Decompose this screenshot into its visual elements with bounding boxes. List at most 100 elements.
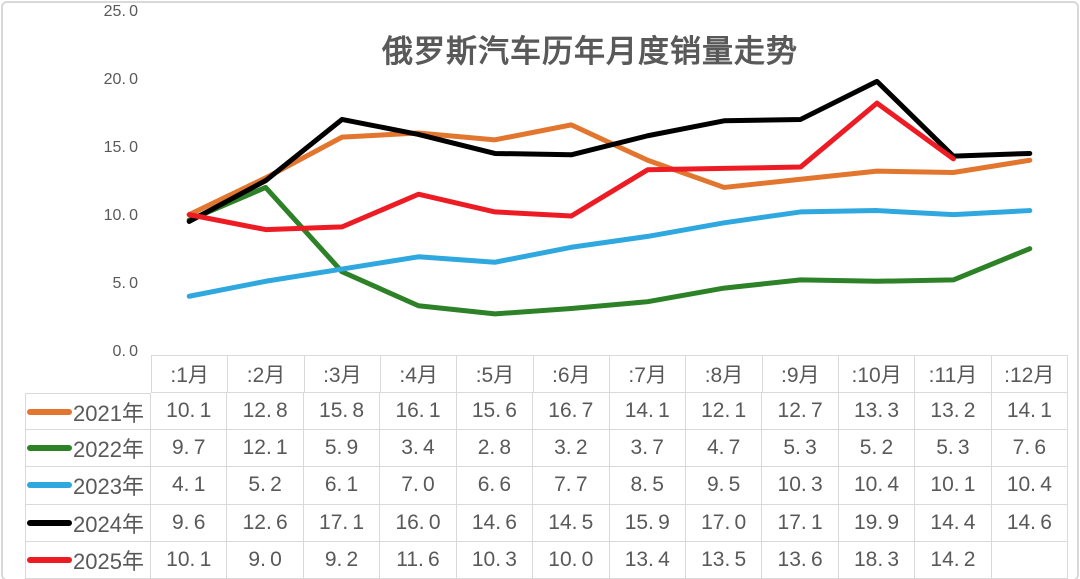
value-cell: 14. 1: [991, 393, 1069, 431]
legend-line-swatch: [27, 408, 73, 415]
value-cell: 12. 8: [227, 393, 304, 431]
value-cell: 2. 8: [456, 430, 534, 468]
series-line-2025年: [186, 100, 956, 233]
value-cell: 9. 6: [151, 504, 228, 542]
legend-cell: 2024年: [25, 504, 151, 542]
month-header-cell: :3月: [304, 355, 381, 393]
value-cell: 9. 5: [685, 467, 763, 505]
series-name-label: 2024年: [73, 511, 144, 537]
value-cell: 13. 4: [609, 541, 686, 579]
month-header-cell: :2月: [228, 355, 305, 393]
legend-cell: 2021年: [25, 393, 151, 431]
value-cell: [991, 541, 1069, 579]
value-cell: 10. 1: [915, 467, 992, 505]
legend-cell: 2025年: [25, 541, 151, 579]
month-header-cell: :7月: [609, 355, 687, 393]
value-cell: 18. 3: [838, 541, 916, 579]
value-cell: 13. 3: [838, 393, 916, 431]
y-axis-tick-label: 5. 0: [112, 275, 138, 292]
value-cell: 14. 2: [915, 541, 992, 579]
value-cell: 17. 1: [762, 504, 839, 542]
value-cell: 3. 4: [380, 430, 457, 468]
value-cell: 14. 6: [991, 504, 1069, 542]
value-cell: 13. 6: [762, 541, 839, 579]
value-cell: 12. 1: [685, 393, 763, 431]
value-cell: 5. 2: [838, 430, 916, 468]
value-cell: 7. 6: [991, 430, 1069, 468]
value-cell: 8. 5: [609, 467, 686, 505]
series-line-2024年: [186, 78, 1033, 224]
y-axis-tick-label: 10. 0: [103, 207, 138, 224]
value-cell: 14. 4: [915, 504, 992, 542]
value-cell: 10. 3: [762, 467, 839, 505]
series-line-2021年: [186, 122, 1033, 218]
legend-line-swatch: [27, 482, 73, 489]
value-cell: 15. 6: [456, 393, 534, 431]
month-header-cell: :10月: [838, 355, 916, 393]
series-line-2023年: [186, 208, 1033, 299]
value-cell: 3. 7: [609, 430, 686, 468]
value-cell: 10. 1: [151, 393, 228, 431]
value-cell: 16. 1: [380, 393, 457, 431]
value-cell: 4. 7: [685, 430, 763, 468]
series-line-2022年: [186, 184, 1033, 317]
value-cell: 12. 6: [227, 504, 304, 542]
value-cell: 13. 5: [685, 541, 763, 579]
value-cell: 9. 2: [303, 541, 381, 579]
legend-line-swatch: [27, 445, 73, 452]
table-header-row: :1月:2月:3月:4月:5月:6月:7月:8月:9月:10月:11月:12月: [25, 355, 1068, 393]
value-cell: 6. 1: [303, 467, 381, 505]
legend-cell: 2023年: [25, 467, 151, 505]
month-header-cell: :6月: [533, 355, 610, 393]
value-cell: 9. 7: [151, 430, 228, 468]
chart-title: 俄罗斯汽车历年月度销量走势: [382, 34, 798, 69]
value-cell: 9. 0: [227, 541, 304, 579]
month-header-cell: :1月: [151, 355, 229, 393]
value-cell: 10. 0: [533, 541, 610, 579]
value-cell: 15. 9: [609, 504, 686, 542]
y-axis-tick-label: 25. 0: [103, 3, 138, 20]
series-name-label: 2021年: [73, 400, 144, 426]
value-cell: 13. 2: [915, 393, 992, 431]
value-cell: 17. 0: [685, 504, 763, 542]
value-cell: 19. 9: [838, 504, 916, 542]
value-cell: 6. 6: [456, 467, 534, 505]
value-cell: 14. 6: [456, 504, 534, 542]
table-row-2022年: 2022年 9. 7 12. 1 5. 9 3. 4 2. 8 3. 2 3. 7 4. 7 5.…: [25, 430, 1069, 468]
value-cell: 14. 1: [609, 393, 686, 431]
month-header-cell: :11月: [915, 355, 992, 393]
value-cell: 14. 5: [533, 504, 610, 542]
value-cell: 5. 9: [303, 430, 381, 468]
table-row-2023年: 2023年 4. 1 5. 2 6. 1 7. 0 6. 6 7. 7 8. 5 9. 5 10.…: [25, 467, 1069, 505]
series-name-label: 2023年: [73, 474, 144, 500]
data-table: :1月:2月:3月:4月:5月:6月:7月:8月:9月:10月:11月:12月 2…: [25, 355, 1069, 579]
value-cell: 17. 1: [303, 504, 381, 542]
month-header-cell: :4月: [380, 355, 458, 393]
series-name-label: 2022年: [73, 437, 144, 463]
value-cell: 10. 3: [456, 541, 534, 579]
value-cell: 5. 3: [915, 430, 992, 468]
value-cell: 10. 1: [151, 541, 228, 579]
value-cell: 3. 2: [533, 430, 610, 468]
legend-line-swatch: [27, 556, 73, 563]
series-name-label: 2025年: [73, 548, 144, 574]
y-axis-tick-label: 15. 0: [103, 139, 138, 156]
month-header-cell: :9月: [762, 355, 839, 393]
value-cell: 7. 7: [533, 467, 610, 505]
y-axis-tick-label: 0. 0: [112, 343, 138, 360]
table-corner-spacer: [25, 355, 151, 393]
value-cell: 12. 1: [227, 430, 304, 468]
value-cell: 11. 6: [380, 541, 457, 579]
value-cell: 12. 7: [762, 393, 839, 431]
value-cell: 16. 7: [533, 393, 610, 431]
value-cell: 15. 8: [303, 393, 381, 431]
value-cell: 10. 4: [838, 467, 916, 505]
value-cell: 7. 0: [380, 467, 457, 505]
table-row-2021年: 2021年 10. 1 12. 8 15. 8 16. 1 15. 6 16. 7 14. 1…: [25, 393, 1069, 431]
value-cell: 4. 1: [151, 467, 228, 505]
value-cell: 10. 4: [991, 467, 1069, 505]
table-row-2025年: 2025年 10. 1 9. 0 9. 2 11. 6 10. 3 10. 0 13. 4 13…: [25, 541, 1069, 579]
